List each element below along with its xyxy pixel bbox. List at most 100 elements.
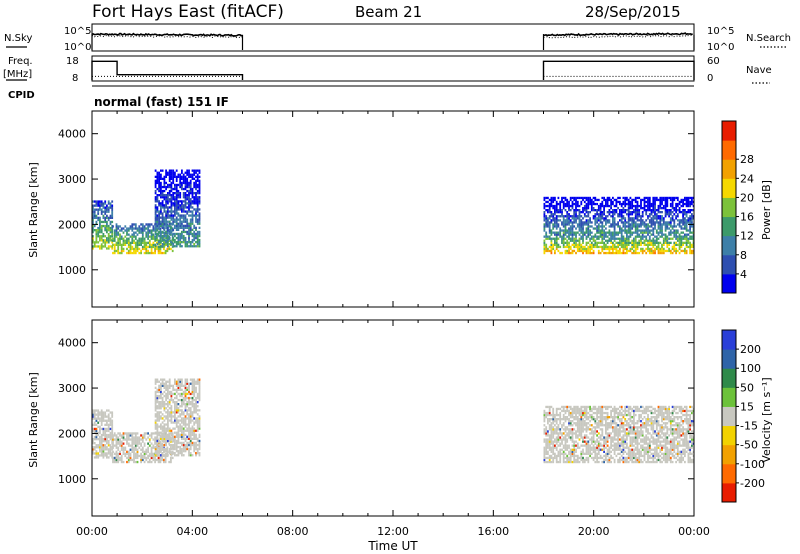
echo-cell [557, 211, 560, 214]
echo-cell [585, 452, 588, 455]
echo-cell [613, 247, 616, 251]
echo-cell [95, 202, 98, 205]
echo-cell [174, 445, 176, 449]
echo-cell [152, 237, 155, 240]
echo-cell [589, 251, 591, 255]
echo-cell [100, 435, 103, 439]
echo-cell [92, 229, 94, 232]
echo-cell [587, 452, 590, 455]
echo-cell [619, 202, 621, 206]
echo-cell [624, 221, 627, 224]
echo-cell [111, 427, 114, 431]
echo-cell [166, 448, 169, 451]
echo-cell [168, 224, 171, 227]
echo-cell [547, 235, 549, 238]
echo-cell [92, 220, 94, 224]
echo-cell [95, 450, 98, 453]
echo-cell [161, 396, 164, 400]
echo-cell [93, 210, 96, 213]
echo-cell [636, 213, 639, 216]
echo-cell [605, 198, 607, 202]
echo-cell [668, 221, 670, 224]
echo-cell [585, 456, 588, 460]
echo-cell [167, 439, 169, 443]
echo-cell [107, 208, 110, 211]
echo-cell [650, 452, 653, 455]
echo-cell [188, 234, 190, 238]
echo-cell [547, 432, 549, 435]
echo-cell [566, 456, 569, 460]
echo-cell [150, 237, 153, 240]
echo-cell [198, 222, 201, 225]
echo-cell [652, 217, 655, 220]
echo-cell [170, 229, 172, 232]
echo-cell [184, 378, 187, 381]
echo-cell [583, 458, 586, 462]
echo-cell [181, 447, 183, 451]
echo-cell [174, 173, 176, 176]
echo-cell [596, 446, 598, 449]
echo-cell [195, 194, 197, 197]
echo-cell [179, 450, 182, 453]
echo-cell [168, 236, 171, 240]
echo-cell [629, 452, 632, 455]
echo-cell [543, 241, 546, 244]
echo-cell [559, 452, 562, 455]
echo-cell [154, 415, 157, 418]
colorbar-tick-label: 8 [740, 249, 747, 262]
echo-cell [666, 221, 669, 224]
echo-cell [627, 207, 630, 210]
echo-cell [196, 443, 199, 447]
echo-cell [138, 231, 141, 234]
echo-cell [198, 212, 201, 215]
echo-cell [578, 213, 581, 216]
echo-cell [568, 221, 570, 224]
echo-cell [163, 243, 166, 246]
echo-cell [193, 427, 196, 430]
noise-panel-frame [91, 23, 695, 52]
echo-cell [671, 198, 674, 202]
echo-cell [687, 229, 690, 232]
echo-cell [599, 225, 602, 228]
echo-cell [195, 183, 197, 187]
echo-cell [165, 439, 167, 443]
echo-cell [163, 394, 166, 398]
echo-cell [671, 227, 674, 230]
echo-cell [589, 448, 591, 451]
echo-cell [93, 212, 96, 215]
echo-cell [117, 237, 120, 240]
echo-cell [580, 450, 583, 453]
echo-cell [186, 177, 189, 180]
echo-cell [179, 452, 182, 455]
echo-cell [115, 460, 118, 464]
echo-cell [626, 456, 628, 460]
echo-cell [175, 439, 178, 443]
echo-cell [158, 183, 160, 187]
echo-cell [661, 225, 663, 228]
echo-cell [661, 243, 663, 246]
echo-cell [172, 179, 175, 182]
echo-cell [193, 236, 196, 240]
echo-cell [666, 442, 669, 445]
echo-cell [188, 214, 190, 217]
echo-cell [613, 204, 616, 208]
echo-cell [186, 243, 189, 246]
echo-cell [638, 239, 641, 242]
echo-cell [177, 200, 180, 203]
echo-cell [573, 448, 576, 451]
echo-cell [557, 436, 560, 439]
echo-cell [195, 234, 197, 238]
echo-cell [640, 446, 642, 449]
echo-cell [196, 208, 199, 211]
echo-cell [585, 221, 588, 224]
echo-cell [550, 413, 553, 417]
echo-cell [597, 207, 600, 210]
echo-cell [634, 251, 637, 255]
echo-cell [95, 233, 98, 236]
echo-cell [175, 220, 178, 223]
echo-cell [608, 198, 611, 202]
echo-cell [165, 396, 167, 400]
echo-cell [184, 396, 187, 400]
echo-cell [191, 403, 194, 406]
echo-cell [161, 401, 164, 404]
